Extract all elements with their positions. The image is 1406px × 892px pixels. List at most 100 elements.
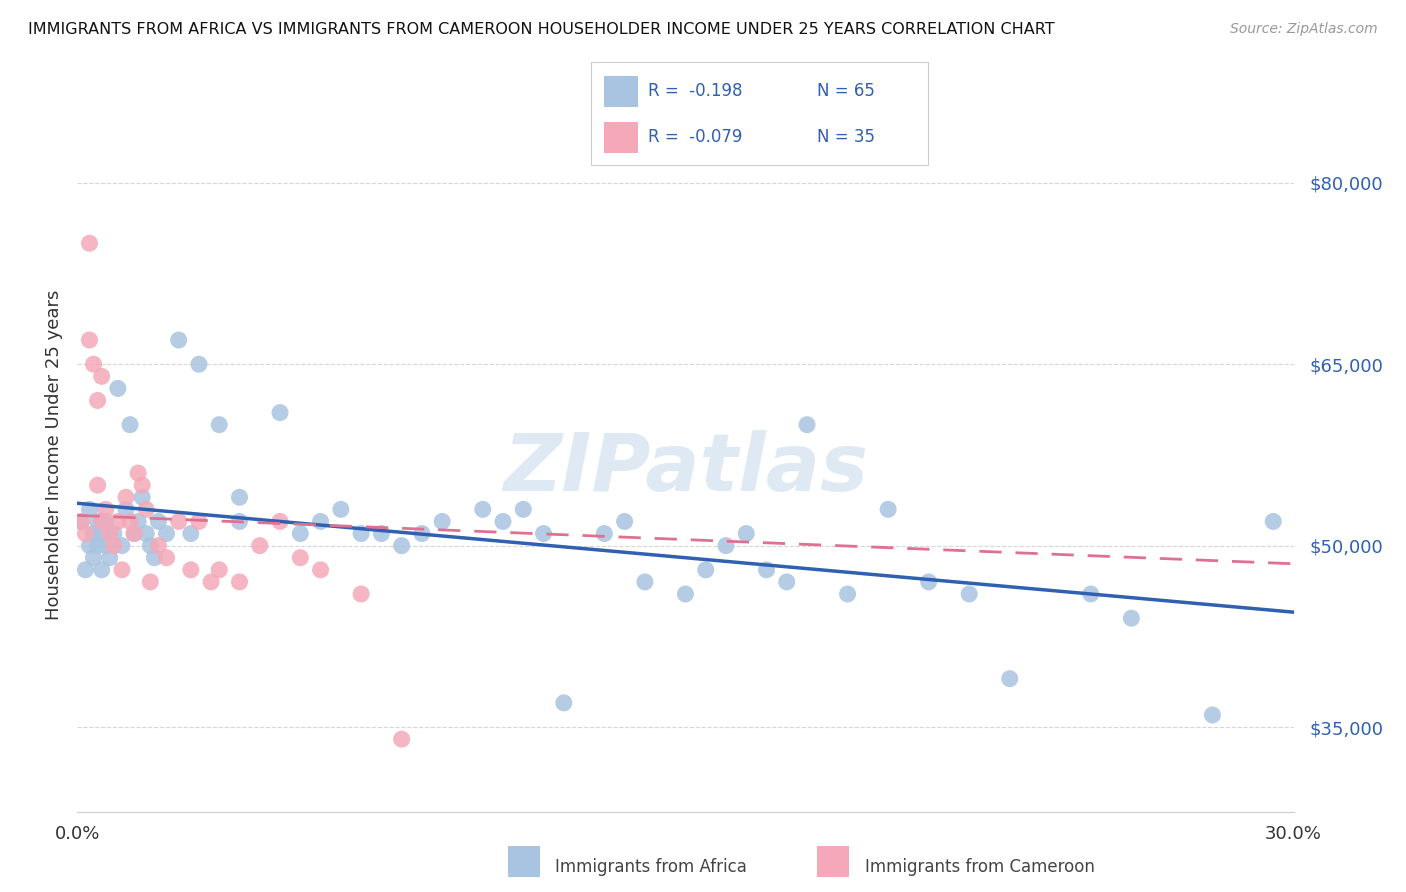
Point [776, 574, 799, 589]
Point [391, 539, 413, 553]
Point [148, 539, 170, 553]
Point [370, 526, 392, 541]
Point [131, 490, 153, 504]
Point [135, 502, 157, 516]
Point [111, 539, 134, 553]
Point [79, 333, 101, 347]
Point [228, 490, 250, 504]
Point [139, 539, 162, 553]
Text: IMMIGRANTS FROM AFRICA VS IMMIGRANTS FROM CAMEROON HOUSEHOLDER INCOME UNDER 25 Y: IMMIGRANTS FROM AFRICA VS IMMIGRANTS FRO… [28, 22, 1054, 37]
Point [103, 526, 125, 541]
Point [837, 587, 859, 601]
Text: N = 35: N = 35 [817, 128, 875, 146]
FancyBboxPatch shape [508, 847, 540, 877]
Text: R =  -0.198: R = -0.198 [648, 82, 742, 100]
Point [269, 406, 291, 420]
Point [593, 526, 616, 541]
Point [155, 550, 177, 565]
Point [350, 587, 373, 601]
Point [553, 696, 575, 710]
Point [180, 526, 202, 541]
Point [200, 574, 222, 589]
Point [714, 539, 737, 553]
Point [139, 574, 162, 589]
Point [1263, 515, 1285, 529]
Text: N = 65: N = 65 [817, 82, 875, 100]
Point [79, 502, 101, 516]
Point [135, 526, 157, 541]
Point [471, 502, 494, 516]
Point [309, 563, 332, 577]
Point [118, 515, 141, 529]
Point [79, 236, 101, 251]
Point [796, 417, 818, 432]
Text: ZIPatlas: ZIPatlas [503, 430, 868, 508]
Point [90, 563, 112, 577]
Point [98, 550, 121, 565]
Point [79, 539, 101, 553]
FancyBboxPatch shape [605, 76, 638, 106]
Point [148, 515, 170, 529]
Point [83, 357, 105, 371]
Point [188, 515, 211, 529]
Point [94, 502, 117, 516]
Point [86, 539, 108, 553]
Text: Immigrants from Cameroon: Immigrants from Cameroon [865, 858, 1094, 876]
Point [208, 563, 231, 577]
Point [512, 502, 534, 516]
Point [269, 515, 291, 529]
Point [90, 526, 112, 541]
Point [155, 526, 177, 541]
Point [115, 490, 138, 504]
Text: Source: ZipAtlas.com: Source: ZipAtlas.com [1230, 22, 1378, 37]
Point [167, 333, 190, 347]
Point [90, 369, 112, 384]
Point [103, 539, 125, 553]
Point [755, 563, 778, 577]
Point [1121, 611, 1143, 625]
Point [228, 515, 250, 529]
Point [634, 574, 657, 589]
Point [98, 526, 121, 541]
Point [90, 515, 112, 529]
Point [533, 526, 555, 541]
Point [411, 526, 433, 541]
Point [613, 515, 636, 529]
Point [695, 563, 717, 577]
Point [122, 526, 145, 541]
Point [228, 574, 250, 589]
Point [249, 539, 271, 553]
Point [1080, 587, 1102, 601]
Point [877, 502, 900, 516]
Point [122, 526, 145, 541]
Point [143, 550, 166, 565]
Point [118, 417, 141, 432]
Point [180, 563, 202, 577]
Point [86, 515, 108, 529]
Point [70, 515, 93, 529]
Point [675, 587, 697, 601]
Point [107, 515, 129, 529]
Point [115, 502, 138, 516]
Point [131, 478, 153, 492]
Point [208, 417, 231, 432]
Point [94, 515, 117, 529]
Y-axis label: Householder Income Under 25 years: Householder Income Under 25 years [45, 290, 63, 620]
Point [957, 587, 980, 601]
Text: Immigrants from Africa: Immigrants from Africa [555, 858, 747, 876]
Point [127, 466, 149, 480]
Text: R =  -0.079: R = -0.079 [648, 128, 742, 146]
Point [309, 515, 332, 529]
Point [391, 732, 413, 747]
Point [83, 526, 105, 541]
Point [290, 526, 312, 541]
Point [111, 563, 134, 577]
Point [83, 550, 105, 565]
Point [188, 357, 211, 371]
Point [75, 526, 97, 541]
Point [492, 515, 515, 529]
Point [86, 393, 108, 408]
Point [918, 574, 941, 589]
Point [1201, 708, 1223, 723]
Point [998, 672, 1021, 686]
